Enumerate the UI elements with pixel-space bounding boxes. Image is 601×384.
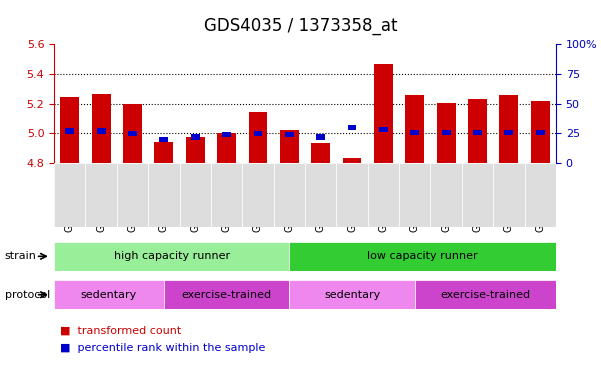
Bar bbox=[289, 242, 556, 271]
Bar bbox=[337, 163, 368, 227]
Bar bbox=[85, 163, 117, 227]
Bar bbox=[249, 112, 267, 163]
Bar bbox=[473, 130, 482, 135]
Bar bbox=[254, 131, 263, 136]
Bar bbox=[499, 96, 518, 163]
Bar bbox=[305, 163, 337, 227]
Bar bbox=[54, 280, 164, 309]
Bar bbox=[211, 163, 242, 227]
Bar bbox=[316, 134, 325, 140]
Bar bbox=[468, 99, 487, 163]
Bar bbox=[410, 130, 419, 135]
Text: sedentary: sedentary bbox=[324, 290, 380, 300]
Text: sedentary: sedentary bbox=[81, 290, 137, 300]
Bar bbox=[399, 163, 430, 227]
Bar bbox=[493, 163, 525, 227]
Bar bbox=[437, 103, 456, 163]
Bar bbox=[66, 129, 74, 134]
Text: exercise-trained: exercise-trained bbox=[441, 290, 531, 300]
Bar bbox=[536, 130, 545, 135]
Bar bbox=[92, 94, 111, 163]
Text: ■  percentile rank within the sample: ■ percentile rank within the sample bbox=[60, 343, 266, 353]
Bar bbox=[128, 131, 137, 136]
Bar bbox=[347, 125, 356, 130]
Bar bbox=[368, 163, 399, 227]
Bar bbox=[154, 142, 173, 163]
Bar bbox=[285, 132, 294, 137]
Bar bbox=[159, 137, 168, 142]
Bar bbox=[164, 280, 289, 309]
Text: ■  transformed count: ■ transformed count bbox=[60, 325, 182, 335]
Text: GDS4035 / 1373358_at: GDS4035 / 1373358_at bbox=[204, 17, 397, 35]
Text: low capacity runner: low capacity runner bbox=[367, 251, 478, 262]
Bar bbox=[217, 133, 236, 163]
Text: exercise-trained: exercise-trained bbox=[182, 290, 272, 300]
Bar bbox=[273, 163, 305, 227]
Text: high capacity runner: high capacity runner bbox=[114, 251, 230, 262]
Bar bbox=[242, 163, 273, 227]
Bar bbox=[289, 280, 415, 309]
Bar bbox=[374, 63, 393, 163]
Bar bbox=[54, 242, 289, 271]
Bar bbox=[148, 163, 180, 227]
Bar bbox=[186, 137, 205, 163]
Bar bbox=[531, 101, 550, 163]
Bar bbox=[123, 104, 142, 163]
Bar bbox=[379, 127, 388, 132]
Bar bbox=[117, 163, 148, 227]
Bar bbox=[343, 158, 361, 163]
Bar bbox=[180, 163, 211, 227]
Bar bbox=[191, 134, 200, 140]
Text: strain: strain bbox=[5, 251, 37, 262]
Bar bbox=[430, 163, 462, 227]
Bar bbox=[504, 130, 513, 135]
Bar bbox=[406, 96, 424, 163]
Bar bbox=[442, 130, 451, 135]
Bar bbox=[525, 163, 556, 227]
Bar bbox=[280, 130, 299, 163]
Text: protocol: protocol bbox=[5, 290, 50, 300]
Bar bbox=[54, 163, 85, 227]
Bar bbox=[311, 143, 330, 163]
Bar bbox=[222, 132, 231, 137]
Bar bbox=[462, 163, 493, 227]
Bar bbox=[415, 280, 556, 309]
Bar bbox=[60, 97, 79, 163]
Bar bbox=[97, 129, 106, 134]
